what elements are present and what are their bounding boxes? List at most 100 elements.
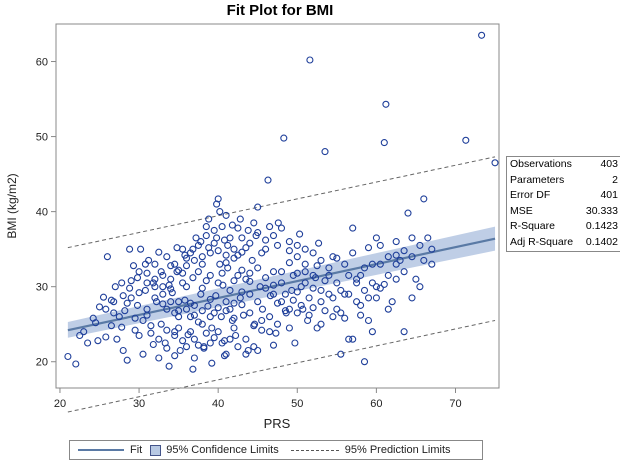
data-point [400, 328, 408, 336]
data-point [159, 300, 167, 308]
data-point [149, 340, 157, 349]
data-point [404, 209, 412, 217]
data-point [194, 268, 202, 276]
data-point [416, 283, 424, 291]
data-point [357, 301, 365, 309]
confidence-swatch [150, 444, 162, 456]
data-point [151, 275, 159, 283]
data-point [213, 200, 221, 208]
data-point [197, 238, 205, 246]
data-point [135, 289, 143, 297]
data-point [376, 284, 384, 292]
data-point [376, 241, 384, 249]
data-point [384, 271, 392, 279]
data-point [349, 335, 357, 343]
data-point [165, 281, 173, 289]
data-point [491, 159, 499, 167]
data-point [246, 277, 254, 285]
stat-row: R-Square 0.1423 [507, 219, 620, 235]
data-point [198, 253, 206, 261]
fit-line-layer [67, 237, 496, 332]
data-point [269, 268, 278, 276]
data-point [408, 253, 416, 261]
data-point [143, 269, 151, 277]
data-point [123, 299, 131, 307]
confidence-band [67, 226, 496, 338]
data-point [357, 311, 365, 319]
data-point [244, 226, 252, 234]
data-point [244, 346, 252, 355]
data-point [317, 298, 325, 306]
y-axis-ticks: 20 30 40 50 60 [36, 57, 56, 369]
data-point [222, 298, 230, 306]
data-point [202, 223, 210, 231]
data-point [190, 301, 198, 309]
data-point [368, 328, 376, 336]
data-point [205, 244, 213, 252]
data-point [364, 316, 373, 325]
data-point [262, 274, 270, 282]
data-point [269, 290, 278, 298]
data-point [408, 294, 416, 302]
data-point [181, 296, 189, 304]
data-point [175, 313, 183, 321]
scatter-points-layer [64, 31, 499, 373]
stat-value: 403 [600, 158, 618, 170]
data-point [400, 247, 408, 255]
data-point [364, 244, 373, 252]
data-point [127, 277, 135, 285]
data-point [127, 294, 135, 302]
data-point [110, 298, 118, 306]
data-point [145, 256, 153, 264]
x-tick-label: 30 [133, 398, 145, 410]
stat-row: Adj R-Square 0.1402 [507, 235, 620, 251]
data-point [337, 286, 345, 294]
chart-title: Fit Plot for BMI [226, 2, 334, 19]
data-point [392, 275, 400, 283]
data-point [258, 316, 266, 325]
legend-item-confidence: 95% Confidence Limits [150, 444, 279, 456]
stat-row: Error DF 401 [507, 188, 620, 204]
data-point [182, 262, 191, 270]
data-point [238, 266, 246, 274]
data-point [159, 290, 167, 298]
stat-label: Parameters [510, 173, 565, 186]
data-point [118, 279, 126, 287]
data-point [285, 259, 293, 267]
data-point [345, 335, 353, 343]
data-point [119, 292, 127, 300]
data-point [206, 339, 214, 347]
data-point [163, 326, 171, 334]
data-point [277, 224, 286, 232]
data-point [250, 343, 258, 351]
data-point [171, 328, 179, 336]
data-point [258, 305, 267, 313]
data-point [131, 326, 139, 334]
data-point [372, 294, 380, 302]
data-point [179, 279, 187, 287]
data-point [248, 256, 256, 264]
data-point [280, 134, 288, 142]
data-point [317, 286, 325, 294]
data-point [238, 288, 246, 296]
data-point [110, 309, 118, 317]
plot-frame [55, 23, 500, 389]
data-point [301, 279, 309, 287]
data-point [246, 239, 254, 247]
data-point [376, 260, 384, 268]
data-point [206, 295, 214, 303]
lower-prediction-limit [67, 319, 496, 413]
data-point [137, 245, 145, 253]
data-point [388, 298, 396, 306]
data-point [118, 323, 126, 331]
data-point [230, 254, 238, 262]
data-point [167, 298, 175, 306]
data-point [337, 309, 345, 317]
data-point [396, 256, 404, 264]
data-point [186, 328, 195, 336]
data-point [163, 305, 171, 313]
data-point [139, 316, 147, 325]
data-point [242, 275, 250, 283]
data-point [152, 298, 161, 306]
data-point [151, 283, 159, 291]
